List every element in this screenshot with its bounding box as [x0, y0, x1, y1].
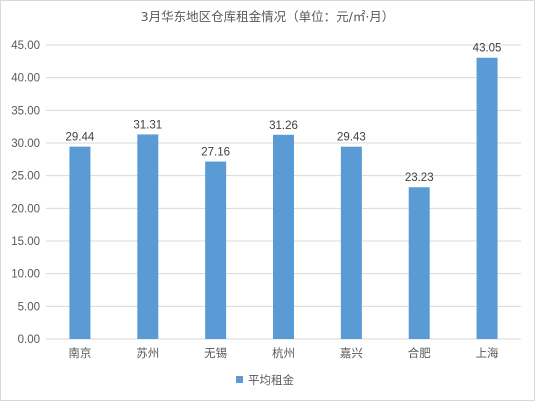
x-tick-label: 苏州	[136, 346, 159, 360]
data-label: 23.23	[405, 172, 434, 184]
y-tick-label: 5.00	[18, 301, 40, 313]
y-tick-label: 25.00	[11, 171, 40, 183]
bar	[205, 161, 227, 339]
x-tick-label: 无锡	[204, 346, 227, 360]
bar	[408, 187, 430, 339]
y-tick-label: 15.00	[11, 236, 40, 248]
data-labels: 29.44 31.31 27.16 31.26 29.43 23.23 43.05	[66, 43, 502, 184]
y-tick-label: 40.00	[11, 73, 40, 85]
bar	[137, 134, 159, 339]
y-tick-label: 20.00	[11, 203, 40, 215]
y-axis: 0.00 5.00 10.00 15.00 20.00 25.00 30.00 35.00 40…	[11, 40, 40, 346]
y-tick-label: 30.00	[11, 138, 40, 150]
bar	[476, 57, 498, 340]
x-tick-label: 合肥	[408, 346, 431, 360]
x-tick-label: 南京	[68, 346, 91, 360]
data-label: 27.16	[201, 147, 230, 159]
data-label: 43.05	[473, 43, 502, 55]
legend: 平均租金	[236, 373, 294, 387]
y-tick-label: 0.00	[18, 334, 40, 346]
data-label: 31.26	[269, 120, 298, 132]
y-tick-label: 10.00	[11, 269, 40, 281]
chart-title: 3月华东地区仓库租金情况（单位：元/㎡·月）	[141, 9, 395, 24]
y-tick-label: 45.00	[11, 40, 40, 52]
data-label: 29.44	[66, 132, 95, 144]
x-axis: 南京 苏州 无锡 杭州 嘉兴 合肥 上海	[68, 346, 499, 360]
x-tick-label: 上海	[476, 346, 499, 360]
bars	[69, 57, 498, 340]
bar	[273, 134, 294, 339]
bar	[340, 146, 362, 339]
gridlines	[46, 44, 521, 340]
data-label: 29.43	[337, 132, 366, 144]
x-tick-label: 杭州	[272, 346, 295, 360]
data-label: 31.31	[133, 119, 162, 131]
legend-swatch	[236, 376, 243, 383]
x-tick-label: 嘉兴	[340, 346, 363, 360]
y-tick-label: 35.00	[11, 105, 40, 117]
bar	[69, 146, 91, 339]
legend-label: 平均租金	[248, 373, 294, 387]
